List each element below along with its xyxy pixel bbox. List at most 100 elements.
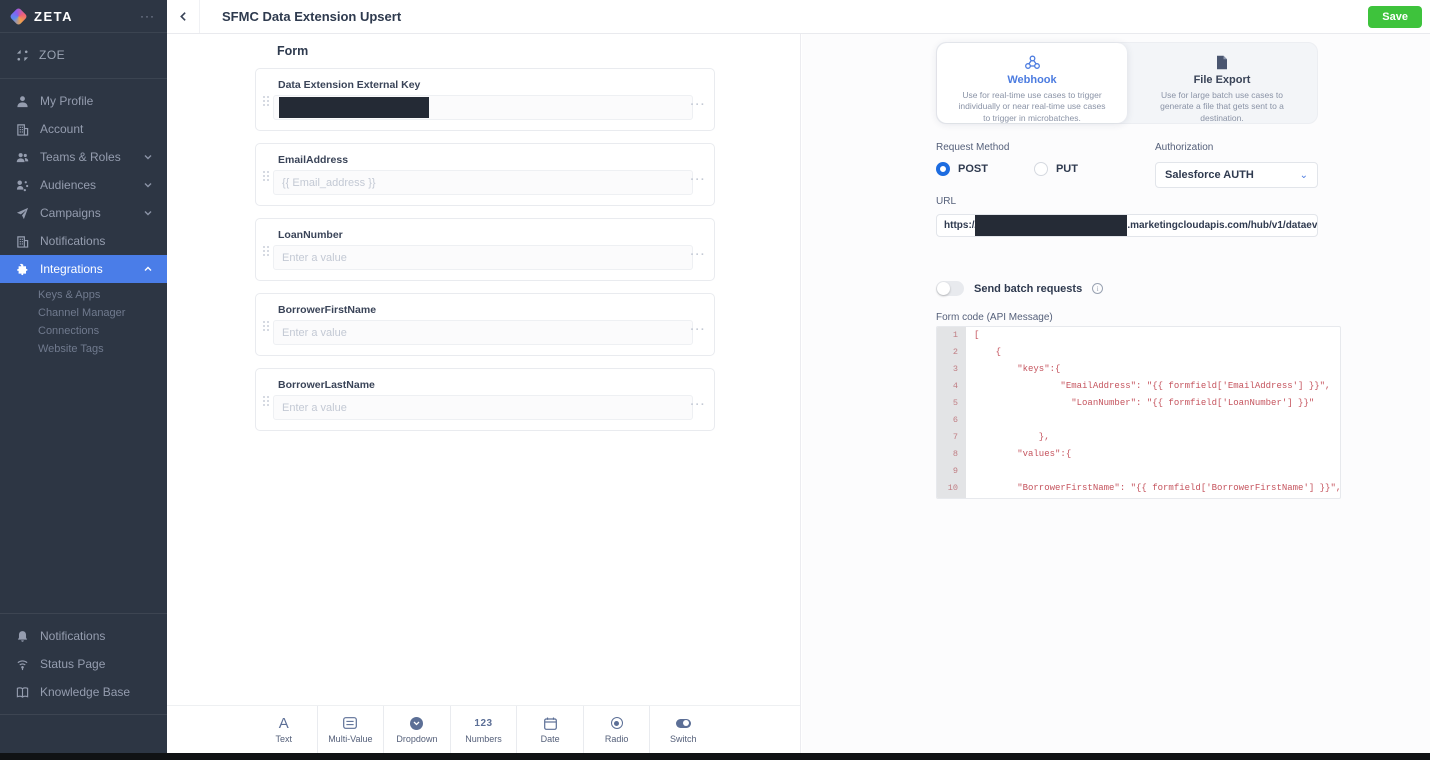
chevron-down-icon: [144, 155, 152, 160]
drag-handle-icon[interactable]: [262, 245, 270, 257]
nav-label: Audiences: [40, 178, 97, 192]
building-icon: [17, 235, 29, 248]
field-options-menu[interactable]: ···: [690, 399, 706, 411]
calendar-icon: [543, 715, 557, 731]
sidebar-subitem-website-tags[interactable]: Website Tags: [38, 343, 104, 355]
chevron-up-icon: [144, 266, 152, 271]
line-number: 8: [952, 449, 958, 459]
field-input[interactable]: [273, 395, 693, 420]
code-line: 7 },: [937, 429, 1340, 446]
code-text: [966, 412, 974, 429]
sidebar-subitem-keys-apps[interactable]: Keys & Apps: [38, 289, 101, 301]
teams-icon: [16, 152, 29, 162]
puzzle-icon: [17, 263, 28, 275]
line-number: 1: [952, 330, 958, 340]
form-builder-panel: Form Data Extension External Key ··· Ema…: [167, 34, 801, 753]
multi-value-icon: [343, 715, 358, 731]
numbers-icon: 123: [474, 717, 493, 729]
radio-selected-icon: [936, 162, 950, 176]
field-input[interactable]: [273, 245, 693, 270]
sidebar-menu-dots[interactable]: ···: [140, 9, 155, 23]
tool-date[interactable]: Date: [516, 706, 583, 753]
tool-dropdown[interactable]: Dropdown: [383, 706, 450, 753]
authorization-group: Authorization Salesforce AUTH ⌄: [1155, 142, 1318, 188]
field-options-menu[interactable]: ···: [690, 174, 706, 186]
back-button[interactable]: [167, 0, 200, 33]
paper-plane-icon: [16, 207, 29, 219]
code-text: {: [974, 347, 1002, 357]
field-options-menu[interactable]: ···: [690, 324, 706, 336]
tool-multi-value[interactable]: Multi-Value: [316, 706, 384, 753]
tool-text[interactable]: A Text: [251, 706, 317, 753]
drag-handle-icon[interactable]: [262, 170, 270, 182]
code-text: "keys":{: [974, 364, 1061, 374]
form-code-label: Form code (API Message): [936, 312, 1053, 323]
integrations-submenu: Keys & Apps Channel Manager Connections …: [0, 283, 167, 362]
sidebar-item-integrations[interactable]: Integrations: [0, 255, 167, 283]
sidebar-item-teams-roles[interactable]: Teams & Roles: [0, 143, 167, 171]
tool-label: Radio: [604, 734, 629, 744]
nav-label: Integrations: [40, 262, 103, 276]
url-group: URL https:// .marketingcloudapis.com/hub…: [936, 196, 1318, 237]
url-input[interactable]: https:// .marketingcloudapis.com/hub/v1/…: [936, 214, 1318, 237]
destination-title: File Export: [1193, 74, 1251, 86]
save-button[interactable]: Save: [1368, 5, 1422, 28]
field-label: BorrowerLastName: [278, 379, 375, 391]
tool-radio[interactable]: Radio: [582, 706, 650, 753]
code-line: 2 {: [937, 344, 1340, 361]
sidebar-item-audiences[interactable]: Audiences: [0, 171, 167, 199]
drag-handle-icon[interactable]: [262, 395, 270, 407]
drag-handle-icon[interactable]: [262, 95, 270, 107]
destination-card-webhook[interactable]: Webhook Use for real-time use cases to t…: [937, 43, 1127, 123]
sidebar-item-status-page[interactable]: Status Page: [0, 650, 167, 678]
line-number: 5: [952, 398, 958, 408]
nav-label: Account: [40, 122, 84, 136]
tool-switch[interactable]: Switch: [649, 706, 716, 753]
code-line: 6: [937, 412, 1340, 429]
line-number: 3: [952, 364, 958, 374]
sidebar-item-my-profile[interactable]: My Profile: [0, 87, 167, 115]
field-input[interactable]: [273, 170, 693, 195]
sidebar-item-notifications[interactable]: Notifications: [0, 227, 167, 255]
tool-numbers[interactable]: 123 Numbers: [449, 706, 517, 753]
radio-unselected-icon: [1033, 162, 1048, 176]
field-options-menu[interactable]: ···: [690, 249, 706, 261]
code-editor[interactable]: 1[ 2 { 3 "keys":{ 4 "EmailAddress": "{{ …: [936, 326, 1341, 499]
form-field-loannumber: LoanNumber ···: [255, 218, 715, 281]
bottom-screen-edge: [0, 753, 1430, 760]
code-line: 9: [937, 463, 1340, 480]
code-text: [: [974, 330, 980, 340]
code-text: [966, 463, 974, 480]
code-line: 5 "LoanNumber": "{{ formfield['LoanNumbe…: [937, 395, 1340, 412]
sidebar-item-zoe[interactable]: ZOE: [0, 33, 167, 79]
field-options-menu[interactable]: ···: [690, 99, 706, 111]
sidebar-item-footer-notifications[interactable]: Notifications: [0, 622, 167, 650]
code-line: 3 "keys":{: [937, 361, 1340, 378]
code-text: "BorrowerFirstName": "{{ formfield['Borr…: [974, 483, 1341, 493]
file-icon: [1145, 54, 1299, 70]
destination-description: Use for large batch use cases to generat…: [1160, 90, 1284, 123]
destination-card-file-export[interactable]: File Export Use for large batch use case…: [1127, 43, 1317, 123]
sidebar-item-knowledge-base[interactable]: Knowledge Base: [0, 678, 167, 706]
sidebar: ZETA ··· ZOE My Profile Account Teams & …: [0, 0, 167, 753]
zoe-label: ZOE: [39, 48, 66, 62]
field-type-toolbar: A Text Multi-Value Dropdown 123 Numbers: [167, 705, 800, 753]
batch-toggle[interactable]: [936, 281, 964, 296]
sidebar-item-account[interactable]: Account: [0, 115, 167, 143]
code-text: },: [974, 432, 1050, 442]
url-suffix: .marketingcloudapis.com/hub/v1/dataevent…: [1127, 220, 1318, 231]
sidebar-subitem-connections[interactable]: Connections: [38, 325, 100, 337]
field-input[interactable]: [273, 320, 693, 345]
sidebar-footer: Notifications Status Page Knowledge Base: [0, 613, 167, 715]
radio-put[interactable]: PUT: [1033, 162, 1078, 176]
sidebar-item-campaigns[interactable]: Campaigns: [0, 199, 167, 227]
status-broadcast-icon: [17, 659, 28, 670]
drag-handle-icon[interactable]: [262, 320, 270, 332]
info-icon: i: [1092, 283, 1104, 294]
authorization-select[interactable]: Salesforce AUTH ⌄: [1155, 162, 1318, 188]
radio-post[interactable]: POST: [936, 162, 988, 176]
request-method-group: Request Method POST PUT: [936, 142, 1078, 188]
sidebar-subitem-channel-manager[interactable]: Channel Manager: [38, 307, 126, 319]
destination-type-selector: Webhook Use for real-time use cases to t…: [936, 42, 1318, 124]
